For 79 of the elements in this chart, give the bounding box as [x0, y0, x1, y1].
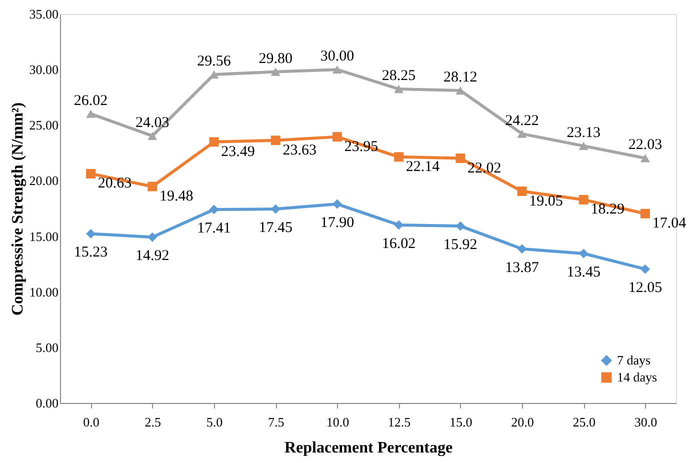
data-label: 17.45	[258, 220, 292, 236]
y-tick-label: 0.00	[36, 396, 58, 410]
data-label: 13.87	[505, 260, 540, 276]
x-tick-label: 7.5	[268, 414, 284, 430]
data-label: 28.12	[444, 69, 478, 86]
data-label: 20.63	[98, 176, 132, 192]
point	[332, 199, 342, 209]
data-label: 13.45	[566, 264, 600, 281]
data-label: 18.29	[590, 202, 624, 218]
y-tick-label: 30.00	[29, 62, 58, 78]
data-label: 17.04	[652, 216, 687, 232]
data-label: 17.41	[197, 220, 231, 236]
data-label: 23.63	[282, 142, 316, 158]
data-label: 15.23	[74, 244, 108, 261]
point	[332, 132, 342, 142]
data-label: 19.05	[529, 193, 563, 210]
y-tick-label: 35.00	[29, 6, 58, 22]
x-tick-label: 2.5	[144, 414, 162, 430]
point	[456, 154, 466, 164]
point	[578, 194, 588, 204]
point	[86, 228, 96, 238]
point	[394, 152, 404, 162]
point	[517, 244, 527, 254]
point	[456, 221, 466, 231]
x-axis-title: Replacement Percentage	[284, 440, 453, 456]
point	[332, 65, 342, 74]
data-label: 22.14	[406, 158, 440, 175]
data-label: 16.02	[382, 236, 416, 252]
y-tick-label: 10.00	[29, 284, 58, 300]
point	[209, 204, 219, 214]
y-tick-label: 20.00	[29, 173, 58, 188]
point	[456, 86, 466, 95]
point	[148, 132, 158, 140]
point	[270, 68, 280, 76]
y-tick-label: 25.00	[29, 118, 58, 133]
x-tick-label: 30.0	[634, 414, 658, 430]
data-label: 28.25	[382, 68, 416, 84]
point	[270, 204, 280, 214]
data-label: 14.92	[136, 248, 170, 264]
point	[148, 232, 158, 242]
legend-label: 7 days	[617, 352, 651, 368]
data-label: 17.90	[320, 215, 354, 232]
data-label: 29.80	[258, 50, 292, 67]
y-axis-title: Compressive Strength (N/mm²)	[9, 102, 26, 316]
point	[86, 110, 96, 118]
x-tick-label: 0.0	[83, 414, 100, 430]
point	[517, 130, 527, 138]
data-label: 22.03	[628, 137, 662, 154]
point	[640, 264, 650, 274]
data-label: 26.02	[74, 92, 108, 109]
data-label: 15.92	[444, 237, 478, 254]
data-label: 30.00	[320, 48, 354, 65]
point	[578, 142, 588, 150]
y-tick-label: 5.00	[36, 340, 58, 355]
point	[517, 186, 527, 196]
legend-label: 14 days	[617, 370, 658, 384]
x-tick-label: 15.0	[450, 414, 472, 430]
point	[640, 154, 650, 162]
data-label: 24.03	[136, 114, 170, 131]
x-tick-label: 5.0	[206, 414, 223, 430]
point	[209, 137, 219, 147]
point	[578, 248, 588, 258]
x-tick-label: 12.5	[388, 414, 411, 430]
data-label: 29.56	[197, 53, 232, 70]
x-tick-label: 25.0	[572, 414, 596, 430]
x-tick-label: 20.0	[511, 414, 534, 430]
data-label: 23.13	[566, 124, 600, 141]
point	[640, 208, 650, 218]
x-tick-label: 10.0	[326, 414, 350, 430]
data-label: 19.48	[160, 188, 194, 204]
data-label: 24.22	[505, 112, 539, 129]
point	[148, 182, 158, 192]
y-tick-label: 15.00	[29, 228, 58, 244]
point	[270, 136, 280, 146]
point	[394, 84, 404, 94]
data-label: 23.49	[221, 144, 255, 160]
point	[394, 220, 404, 230]
point	[86, 168, 96, 178]
data-label: 12.05	[628, 280, 662, 296]
